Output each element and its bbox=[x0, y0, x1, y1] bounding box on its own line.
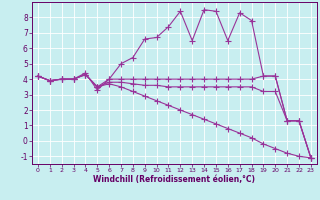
X-axis label: Windchill (Refroidissement éolien,°C): Windchill (Refroidissement éolien,°C) bbox=[93, 175, 255, 184]
